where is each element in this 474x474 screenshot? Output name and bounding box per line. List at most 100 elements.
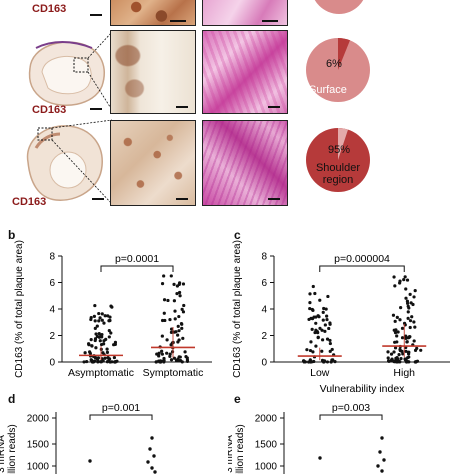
pie-chart-row1 <box>314 0 364 14</box>
data-point <box>404 287 408 291</box>
data-point <box>316 336 320 340</box>
data-point <box>310 327 314 331</box>
data-point <box>160 281 165 286</box>
pie-chart-row2 <box>306 37 370 102</box>
scale-bar <box>90 108 102 110</box>
data-point <box>328 322 332 326</box>
scatter-chart-d: 2000 1500 1000 3 mRNA million reads) p=0.001 <box>0 402 157 474</box>
data-point <box>174 330 178 334</box>
data-point <box>178 294 182 298</box>
data-point <box>101 351 105 355</box>
data-point <box>408 325 412 330</box>
data-point <box>102 321 106 325</box>
x-tick-label: Symptomatic <box>143 367 204 379</box>
significance-bracket <box>319 414 383 420</box>
data-point <box>98 316 102 320</box>
data-point <box>408 292 412 296</box>
data-point <box>160 349 164 353</box>
data-point <box>398 318 402 322</box>
data-point <box>94 346 98 350</box>
data-point <box>183 350 187 354</box>
pie-region-row3: Shoulder region <box>314 162 362 186</box>
data-point <box>169 358 174 362</box>
data-point <box>155 352 159 356</box>
data-point <box>406 301 410 305</box>
scale-bar <box>176 198 188 200</box>
data-point <box>97 311 101 316</box>
data-point <box>150 466 154 470</box>
data-point <box>181 310 186 314</box>
data-point <box>322 359 327 363</box>
y-tick-label: 2 <box>49 331 55 342</box>
data-point <box>328 349 332 353</box>
p-value-label: p=0.0001 <box>115 253 159 265</box>
y-tick-label: 1500 <box>27 440 50 451</box>
data-point <box>97 332 101 336</box>
ihc-image-row1 <box>110 0 196 26</box>
y-tick-label: 8 <box>49 252 55 263</box>
data-point <box>97 335 101 339</box>
data-point <box>166 298 170 303</box>
data-point <box>404 349 408 353</box>
data-point <box>148 447 152 451</box>
x-tick-label: Low <box>310 367 330 379</box>
data-point <box>325 317 329 322</box>
scale-bar <box>170 20 186 22</box>
data-point <box>307 317 311 322</box>
data-point <box>399 357 403 361</box>
x-axis-label: Vulnerability index <box>320 383 406 395</box>
data-point <box>402 277 406 282</box>
data-point <box>160 334 164 338</box>
data-point <box>412 339 416 343</box>
data-point <box>178 355 182 359</box>
data-point <box>97 319 101 323</box>
data-point <box>323 323 327 327</box>
p-value-label: p=0.000004 <box>334 253 390 265</box>
data-point <box>410 315 414 319</box>
panel-letter-e: e <box>234 392 241 406</box>
significance-bracket <box>319 265 405 272</box>
scale-bar <box>262 20 278 22</box>
data-point <box>323 329 327 333</box>
data-point <box>175 291 179 296</box>
data-point <box>161 359 165 363</box>
data-point <box>154 360 158 364</box>
data-point <box>162 274 166 278</box>
data-point <box>403 357 407 361</box>
data-point <box>146 460 150 464</box>
scatter-chart-c: 0 2 4 6 8 CD163 (% of total plaque area) Low Hi… <box>232 240 450 395</box>
data-point <box>395 356 399 360</box>
data-point <box>330 347 334 352</box>
data-point <box>106 355 110 360</box>
y-tick-label: 4 <box>261 305 267 316</box>
data-point <box>380 469 384 473</box>
data-point <box>308 292 312 296</box>
data-point <box>378 450 382 454</box>
data-point <box>158 359 162 363</box>
pie-percent-row3: 95% <box>328 144 351 156</box>
data-point <box>165 338 169 342</box>
data-point <box>168 354 172 358</box>
plaque-section-row2 <box>28 31 112 111</box>
data-point <box>314 321 318 325</box>
data-point <box>177 314 181 319</box>
significance-bracket <box>100 265 174 272</box>
data-point <box>406 310 410 314</box>
data-point <box>308 306 312 311</box>
data-point <box>419 348 423 352</box>
data-point <box>112 343 116 347</box>
data-point <box>325 337 330 341</box>
y-axis-label: million reads) <box>7 424 18 474</box>
data-point <box>396 330 400 334</box>
data-point <box>163 318 167 323</box>
x-tick-label: Asymptomatic <box>68 367 134 379</box>
y-axis-label: CD163 (% of total plaque area) <box>14 240 25 378</box>
data-point <box>391 313 396 317</box>
data-point <box>180 360 184 364</box>
data-point <box>311 284 315 289</box>
data-point <box>109 331 113 335</box>
data-point <box>100 318 104 322</box>
data-point <box>172 282 176 287</box>
y-axis-label: million reads) <box>235 424 246 474</box>
data-point <box>391 359 396 363</box>
